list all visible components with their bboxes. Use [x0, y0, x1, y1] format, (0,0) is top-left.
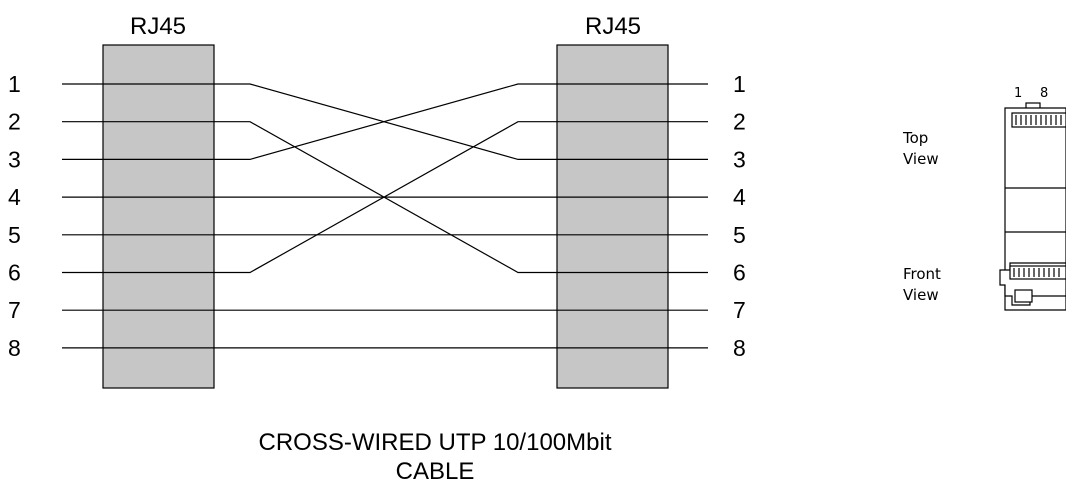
- right-rj45-block: [556, 44, 669, 389]
- left-pin-label-1: 1: [8, 71, 21, 97]
- right-pin-label-2: 2: [733, 109, 746, 135]
- left-pin-label-5: 5: [8, 222, 21, 248]
- left-connector-label: RJ45: [130, 13, 186, 40]
- right-pin-label-3: 3: [733, 146, 746, 172]
- left-rj45-block: [102, 44, 215, 389]
- left-pin-label-7: 7: [8, 297, 21, 323]
- plug-views: Top View Front View 1 8 1: [902, 86, 1066, 311]
- left-pin-label-2: 2: [8, 109, 21, 135]
- left-pin-label-8: 8: [8, 335, 21, 361]
- wires-over-group: [103, 83, 668, 349]
- left-pin-label-3: 3: [8, 146, 21, 172]
- top-view-label-1: Top: [902, 129, 928, 147]
- caption-line-2: CABLE: [396, 458, 475, 485]
- left-pin-label-4: 4: [8, 184, 21, 210]
- right-pin-label-1: 1: [733, 71, 746, 97]
- right-pin-label-7: 7: [733, 297, 746, 323]
- front-view-label-1: Front: [903, 265, 941, 283]
- front-view-label-2: View: [903, 286, 939, 304]
- pin-labels-group: 1 2 3 4 5 6 7 8 1 2 3 4 5 6 7 8: [8, 71, 746, 361]
- left-pin-label-6: 6: [8, 260, 21, 286]
- right-pin-label-4: 4: [733, 184, 746, 210]
- top-view-pin-left: 1: [1014, 86, 1022, 101]
- top-view-plug-icon: [1004, 102, 1066, 311]
- right-connector-label: RJ45: [585, 13, 641, 40]
- right-pin-label-8: 8: [733, 335, 746, 361]
- top-view-label-2: View: [903, 150, 939, 168]
- top-view-pin-right: 8: [1040, 86, 1048, 101]
- right-pin-label-5: 5: [733, 222, 746, 248]
- front-view-plug-icon: [999, 262, 1066, 306]
- caption-line-1: CROSS-WIRED UTP 10/100Mbit: [259, 429, 612, 456]
- right-pin-label-6: 6: [733, 260, 746, 286]
